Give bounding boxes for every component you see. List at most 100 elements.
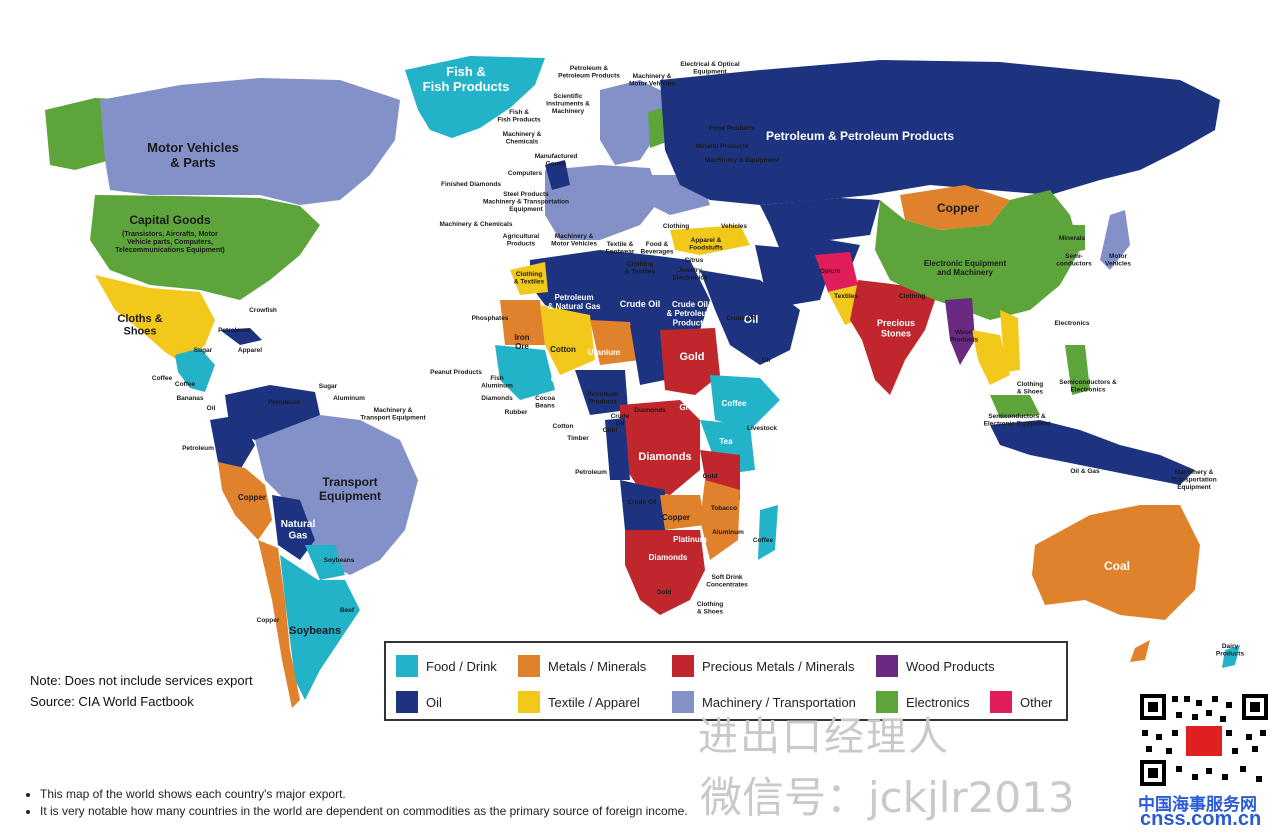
region-bolivia [272,495,315,560]
legend-swatch [672,691,694,713]
region-malaysia [990,395,1040,418]
region-japan [1100,210,1130,270]
map-label-petroleum-algeria: Petroleum & Natural Gas [548,293,601,311]
legend: Food / Drink Metals / Minerals Precious … [384,641,1068,721]
legend-item-other: Other [990,691,1053,713]
region-afghanistan [815,252,858,292]
map-small-label: Computers [508,170,543,177]
map-small-label: Clothing & Shoes [1017,381,1044,395]
qr-code-icon [1136,690,1272,790]
region-paraguay [305,545,345,580]
region-mongolia [900,185,1010,230]
map-small-label: Apparel [238,347,262,354]
map-label-diamonds-south: Diamonds [649,553,688,562]
map-small-label: Petroleum Products [587,391,619,405]
region-uk [545,160,570,190]
map-small-label: Food & Beverages [641,241,674,255]
map-label-uranium: Uranium [588,348,620,357]
map-small-label: Rubber [505,409,528,416]
map-small-label: Livestock [747,425,777,432]
legend-item-wood: Wood Products [876,655,995,677]
region-caribbean [220,328,262,345]
map-small-label: Textile & Footwear [606,241,635,255]
map-small-label: Semiconductors & Electronic Equipment [984,413,1052,427]
map-small-label: Soft Drink Concentrates [706,574,748,588]
legend-item-machinery: Machinery / Transportation [672,691,856,713]
map-note: Note: Does not include services export S… [30,670,253,712]
map-small-label: Semiconductors & Electronics [1059,379,1117,393]
map-small-label: Petroleum & Petroleum Products [558,65,620,79]
region-korea [1070,225,1085,252]
map-small-label: Machinery & Transportation Equipment [1171,469,1217,491]
map-label-crude-oil: Crude Oil [620,299,661,309]
map-small-label: Sugar [194,347,213,354]
map-small-label: Machinery & Transport Equipment [360,407,426,421]
map-small-label: Electrical & Optical Equipment [680,61,739,75]
legend-swatch [396,691,418,713]
bullet-list: This map of the world shows each country… [10,786,688,820]
map-small-label: Steel Products Machinery & Transportation… [483,191,569,213]
map-small-label: Bananas [176,395,203,402]
map-small-label: Coffee [753,537,774,544]
region-russia [660,60,1220,205]
map-small-label: Machinery & Chemicals [440,221,513,228]
map-small-label: Clothing & Textiles [514,271,545,285]
map-label-copper-peru: Copper [238,493,266,502]
map-small-label: Coffee [175,381,196,388]
map-label-petroleum-russia: Petroleum & Petroleum Products [766,129,954,143]
legend-label: Precious Metals / Minerals [702,658,855,674]
region-central-africa [620,400,700,495]
map-small-label: Semi-conductors [1056,253,1092,267]
map-small-label: Crude Oil [627,499,656,506]
map-small-label: Dairy Products [1216,643,1245,657]
region-canada [100,78,400,205]
source-text: Source: CIA World Factbook [30,694,194,709]
region-ethiopia [710,375,780,430]
map-label-coffee: Coffee [722,399,747,408]
map-small-label: Aluminum [712,529,744,536]
map-small-label: Crude Oil [726,315,755,322]
region-morocco [510,262,548,295]
map-small-label: Textiles [834,293,858,300]
region-kazakhstan [760,198,880,240]
map-small-label: Petroleum [218,327,250,334]
legend-swatch [876,691,898,713]
region-saudi [700,270,800,365]
legend-label: Other [1020,694,1053,710]
map-small-label: Beef [340,607,355,614]
map-small-label: Fish Aluminum [481,375,513,389]
region-india [850,280,935,395]
map-small-label: Timber [567,435,589,442]
map-small-label: Diamonds [634,407,666,414]
region-peru [218,462,272,540]
region-greenland [405,56,545,138]
region-philippines [1065,345,1090,395]
map-small-label: Vehicles [721,223,747,230]
region-chile [258,540,300,708]
map-small-label: Gold [603,427,618,434]
region-china [875,190,1080,320]
map-small-label: Jewelry Electronics [672,267,707,281]
map-label-grains: Grains [679,403,705,412]
map-small-label: Tobacco [711,505,737,512]
region-iran [755,245,830,305]
region-new-zealand-south [1130,640,1150,662]
legend-label: Machinery / Transportation [702,694,856,710]
map-label-motor-vehicles: Motor Vehicles & Parts [147,140,239,170]
map-small-label: Fish & Fish Products [497,109,541,123]
region-indonesia [990,420,1195,485]
region-scandinavia [600,80,670,165]
legend-swatch [518,691,540,713]
map-small-label: Phosphates [472,315,509,322]
map-small-label: Crude Oil [611,413,630,427]
map-small-label: Mineral Products [696,143,749,150]
watermark-title: 进出口经理人 [698,714,950,760]
region-turkey [670,225,750,255]
map-small-label: Clothing [899,293,925,300]
legend-swatch [518,655,540,677]
map-label-fish: Fish & Fish Products [423,64,510,94]
map-label-gold-mali: Gold [551,375,569,384]
region-mozambique [700,480,740,560]
legend-label: Metals / Minerals [548,658,647,674]
region-angola [620,480,665,530]
